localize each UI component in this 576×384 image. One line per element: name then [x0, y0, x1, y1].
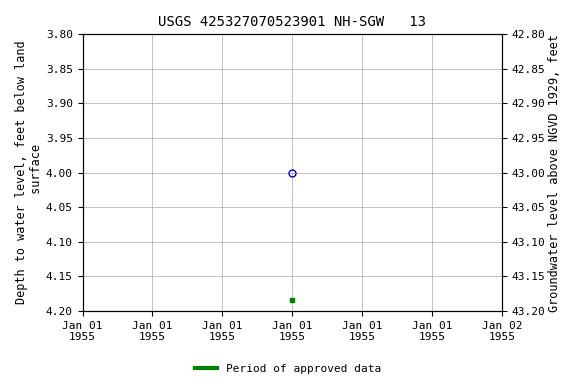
- Title: USGS 425327070523901 NH-SGW   13: USGS 425327070523901 NH-SGW 13: [158, 15, 426, 29]
- Y-axis label: Groundwater level above NGVD 1929, feet: Groundwater level above NGVD 1929, feet: [548, 34, 561, 311]
- Y-axis label: Depth to water level, feet below land
 surface: Depth to water level, feet below land su…: [15, 41, 43, 305]
- Legend: Period of approved data: Period of approved data: [191, 359, 385, 379]
